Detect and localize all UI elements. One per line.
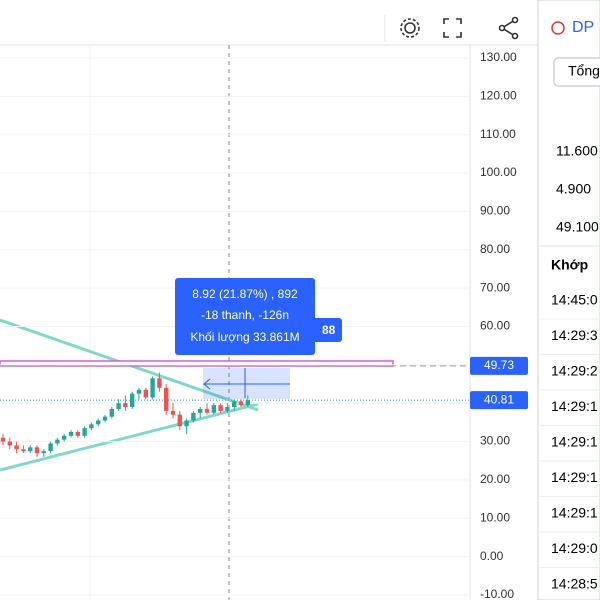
price-tick-label: 0.00 <box>480 549 504 563</box>
horizontal-ray <box>0 360 394 367</box>
price-tick-label: 20.00 <box>480 472 510 486</box>
candle-body <box>28 447 33 452</box>
candle-body <box>130 393 135 408</box>
stat: 11.600 <box>556 143 598 159</box>
candle-body <box>136 389 142 394</box>
trade-time: 14:29:1 <box>551 505 598 521</box>
right-panel <box>537 0 600 601</box>
settings-gear <box>400 18 420 38</box>
measure-arrows <box>202 368 290 398</box>
candle-body <box>102 416 108 421</box>
candle-body <box>89 424 94 429</box>
toolbar-icons <box>400 16 519 40</box>
button-label: Tổng <box>568 63 600 79</box>
candle-body <box>204 408 210 413</box>
tooltip-line: Khối lượng 33.861M <box>190 330 299 344</box>
candle-body <box>109 408 114 417</box>
price-label-box <box>470 356 528 375</box>
price-tick-label: -10.00 <box>480 587 514 600</box>
candle-body <box>48 443 53 452</box>
candle-body <box>170 410 176 415</box>
price-label-box <box>470 391 528 410</box>
stat: 49.100 <box>556 219 599 235</box>
tooltip-line: 8.92 (21.87%) , 892 <box>192 287 298 301</box>
candle-body <box>123 403 128 408</box>
candle-body <box>14 445 19 450</box>
candle-body <box>116 403 121 409</box>
price-tick-label: 30.00 <box>480 434 510 448</box>
settings-icon[interactable] <box>404 22 416 34</box>
share-dot <box>511 16 519 24</box>
price-tick-label: 70.00 <box>480 280 510 294</box>
candle-body <box>7 441 12 446</box>
candle-body <box>177 414 182 427</box>
candle-body <box>21 449 26 452</box>
candle-body <box>96 420 101 425</box>
price-tick-label: 110.00 <box>480 127 516 141</box>
candle-body <box>225 407 230 411</box>
price-tick-label: 130.00 <box>480 50 517 64</box>
candle-body <box>245 400 250 406</box>
price-tick-label: 120.00 <box>480 89 517 103</box>
clock-icon <box>551 21 565 35</box>
candle-body <box>34 447 40 454</box>
trendline <box>0 402 259 472</box>
tooltip <box>175 278 315 355</box>
trade-time: 14:29:1 <box>551 398 598 414</box>
tooltip-line: -18 thanh, -126n <box>201 308 289 322</box>
candle-body <box>68 431 74 436</box>
candle-body <box>191 412 196 421</box>
trade-time: 14:28:5 <box>551 576 598 592</box>
share-dot <box>511 32 519 40</box>
candle-body <box>0 437 6 442</box>
trade-time: 14:29:2 <box>551 363 598 379</box>
candle-body <box>143 389 148 398</box>
trade-time: 14:45:0 <box>551 292 598 308</box>
candle-body <box>232 401 237 408</box>
candle-body <box>82 428 87 436</box>
total-button[interactable] <box>553 57 600 87</box>
candle-body <box>198 408 203 413</box>
trade-time: 14:29:0 <box>551 540 598 556</box>
price-tick-label: 100.00 <box>480 165 517 179</box>
candle-body <box>150 378 155 398</box>
candle-body <box>75 431 80 436</box>
panel-title: DP <box>572 19 594 36</box>
candle-body <box>218 405 223 411</box>
trade-time: 14:29:1 <box>551 469 598 485</box>
candle-body <box>211 405 216 413</box>
candle-body <box>184 420 189 427</box>
price-tick-label: 90.00 <box>480 204 510 218</box>
price-label: 49.73 <box>484 358 514 372</box>
fullscreen-icon[interactable] <box>443 18 462 38</box>
stat: 4.900 <box>556 181 591 197</box>
candle-body <box>55 439 60 444</box>
trade-time: 14:29:1 <box>551 434 598 450</box>
share-dot <box>498 24 506 32</box>
candle-body <box>41 451 46 454</box>
price-label: 40.81 <box>484 392 514 406</box>
hidden-label: 88 <box>322 323 336 337</box>
candle-body <box>157 378 162 388</box>
price-tick-label: 80.00 <box>480 242 510 256</box>
panel-header: Khớp <box>551 257 588 273</box>
price-tick-label: 60.00 <box>480 319 510 333</box>
trade-time: 14:29:3 <box>551 327 598 343</box>
candle-body <box>164 387 169 411</box>
price-tick-label: 10.00 <box>480 510 510 524</box>
candle-body <box>62 435 67 440</box>
candle-body <box>238 401 244 406</box>
